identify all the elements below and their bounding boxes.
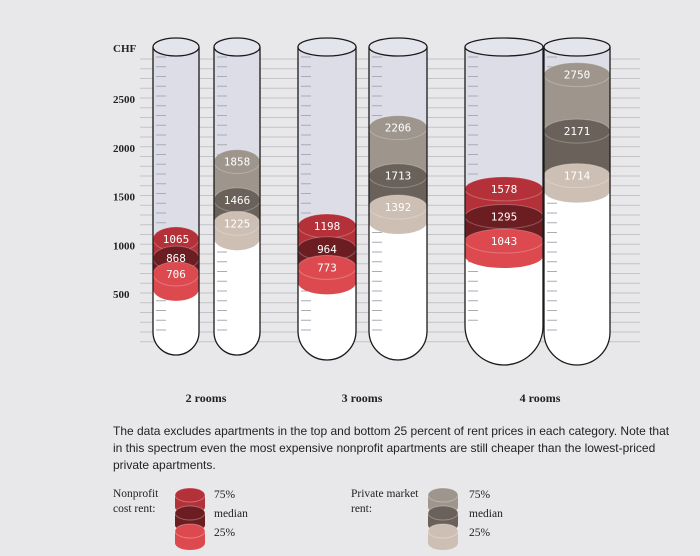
- private-tube-3-value-p25: 1392: [385, 201, 412, 214]
- nonprofit-tube-4-value-p75: 1578: [491, 183, 518, 196]
- private-tube-4: 2750 2171 1714: [543, 37, 611, 366]
- nonprofit-tube-3-outline: [297, 47, 357, 361]
- legend-private-swatch: [427, 487, 459, 550]
- nonprofit-tube-4-value-median: 1295: [491, 211, 518, 224]
- chart-note: The data excludes apartments in the top …: [113, 424, 670, 472]
- private-tube-4-value-p25: 1714: [564, 170, 591, 183]
- private-tube-3-value-median: 1713: [385, 170, 412, 183]
- leg-np-band-median: [175, 513, 205, 532]
- nonprofit-tube-2-mouth: [152, 37, 200, 57]
- nonprofit-tube-3: 1198 964 773: [297, 37, 357, 361]
- nonprofit-tube-4: 1578 1295 1043: [464, 37, 544, 366]
- y-tick-label: 1500: [113, 192, 136, 204]
- leg-pr-disc-p25: [427, 523, 459, 539]
- private-tube-2-value-median: 1466: [224, 194, 251, 207]
- nonprofit-tube-3-value-p75: 1198: [314, 220, 341, 233]
- group-label: 4 rooms: [520, 391, 561, 405]
- legend-nonprofit-median-label: median: [214, 508, 248, 520]
- leg-np-disc-p25: [174, 523, 206, 539]
- nonprofit-tube-2-outline: [152, 47, 200, 356]
- legend-private-25-label: 25%: [469, 527, 491, 539]
- private-tube-3-value-p75: 2206: [385, 122, 412, 135]
- leg-np-disc-median: [174, 505, 206, 521]
- nonprofit-tube-2-value-median: 868: [166, 252, 186, 265]
- legend-nonprofit-label: Nonprofit cost rent:: [113, 488, 159, 515]
- leg-pr-disc-median: [427, 505, 459, 521]
- private-tube-4-value-p75: 2750: [564, 69, 591, 82]
- nonprofit-tube-2-value-p25: 706: [166, 268, 186, 281]
- y-tick-label: 1000: [113, 240, 136, 252]
- private-tube-4-mouth: [543, 37, 611, 57]
- y-unit-label: CHF: [113, 43, 137, 55]
- leg-pr-band-p25: [428, 531, 458, 550]
- private-tube-2-value-p25: 1225: [224, 217, 251, 230]
- legend-private-label: Private market rent:: [351, 488, 419, 515]
- group-label: 3 rooms: [342, 391, 383, 405]
- private-tube-3-mouth: [368, 37, 428, 57]
- leg-pr-disc-p75: [427, 487, 459, 503]
- nonprofit-tube-4-outline: [464, 47, 544, 366]
- legend-private-75-label: 75%: [469, 489, 491, 501]
- private-tube-4-outline: [543, 47, 611, 366]
- nonprofit-tube-4-value-p25: 1043: [491, 235, 518, 248]
- leg-np-disc-p75: [174, 487, 206, 503]
- y-tick-label: 500: [113, 289, 130, 301]
- nonprofit-tube-3-value-median: 964: [317, 243, 337, 256]
- nonprofit-tube-2: 1065 868 706: [152, 37, 200, 356]
- private-tube-2-mouth: [213, 37, 261, 57]
- tube-chart: CHF 500 1000 1500 2000 2500 1065 868 706 1858 146…: [113, 37, 640, 405]
- private-tube-3: 2206 1713 1392: [368, 37, 428, 361]
- nonprofit-tube-3-value-p25: 773: [317, 261, 337, 274]
- nonprofit-tube-3-mouth: [297, 37, 357, 57]
- nonprofit-tube-4-mouth: [464, 37, 544, 57]
- nonprofit-tube-2-value-p75: 1065: [163, 233, 190, 246]
- y-tick-label: 2500: [113, 94, 136, 106]
- y-tick-label: 2000: [113, 143, 136, 155]
- private-tube-4-value-median: 2171: [564, 125, 591, 138]
- legend-nonprofit-swatch: [174, 487, 206, 550]
- legend-nonprofit-25-label: 25%: [214, 527, 236, 539]
- leg-np-band-p75: [175, 495, 205, 514]
- legend-nonprofit-75-label: 75%: [214, 489, 236, 501]
- group-label: 2 rooms: [186, 391, 227, 405]
- y-axis: CHF 500 1000 1500 2000 2500: [113, 43, 137, 301]
- leg-pr-band-median: [428, 513, 458, 532]
- private-tube-2-value-p75: 1858: [224, 156, 251, 169]
- private-tube-3-outline: [368, 47, 428, 361]
- tubes: 1065 868 706 1858 1466 1225 2 rooms 1198 964 773 2…: [152, 37, 611, 405]
- legend-private-median-label: median: [469, 508, 503, 520]
- leg-np-band-p25: [175, 531, 205, 550]
- private-tube-2-outline: [213, 47, 261, 356]
- leg-pr-band-p75: [428, 495, 458, 514]
- private-tube-2: 1858 1466 1225: [213, 37, 261, 356]
